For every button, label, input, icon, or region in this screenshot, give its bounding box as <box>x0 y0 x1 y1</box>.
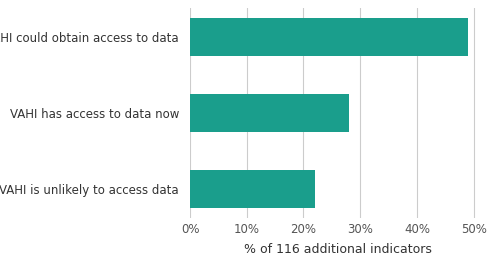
Bar <box>190 170 315 208</box>
Bar <box>190 94 349 132</box>
X-axis label: % of 116 additional indicators: % of 116 additional indicators <box>244 243 432 256</box>
Bar <box>190 18 468 56</box>
